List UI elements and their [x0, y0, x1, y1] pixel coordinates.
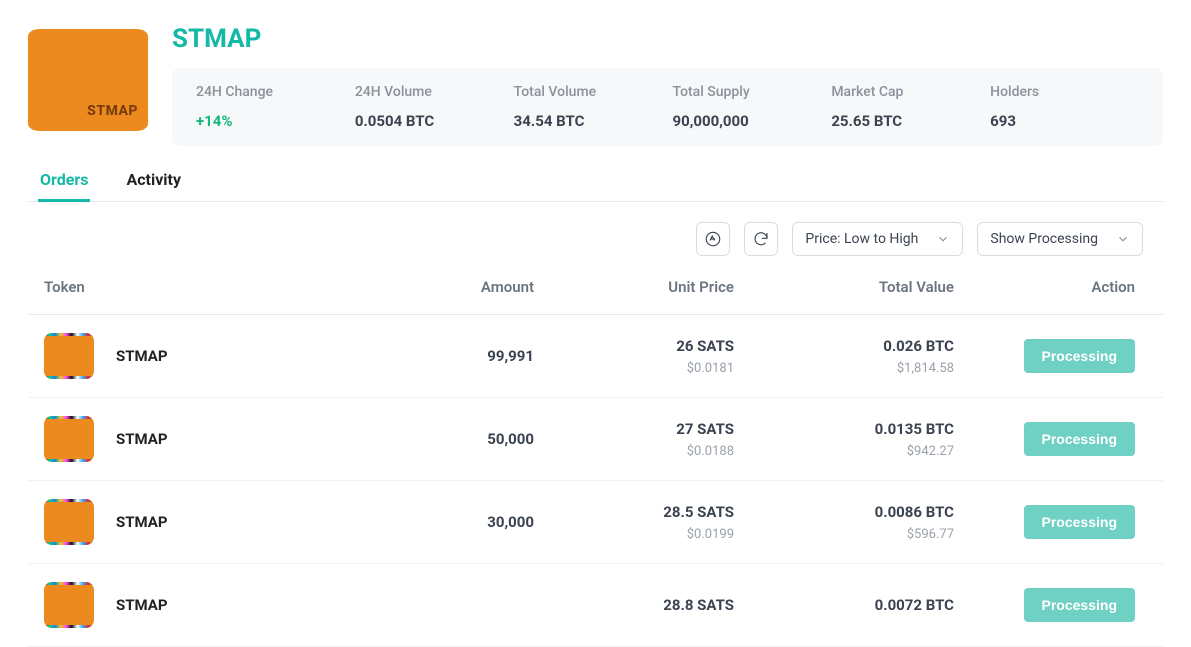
row-token-logo [44, 499, 94, 545]
row-token-logo [44, 333, 94, 379]
sort-select[interactable]: Price: Low to High [792, 222, 963, 256]
row-token-name: STMAP [116, 596, 168, 614]
row-total-usd: $1,814.58 [897, 361, 954, 376]
table-header: Token Amount Unit Price Total Value Acti… [28, 278, 1163, 315]
col-header-action: Action [954, 278, 1147, 296]
chevron-down-icon [936, 232, 950, 246]
stat-total-supply-label: Total Supply [672, 84, 821, 100]
filter-select[interactable]: Show Processing [977, 222, 1143, 256]
processing-button[interactable]: Processing [1024, 339, 1135, 373]
table-row[interactable]: STMAP 99,991 26 SATS $0.0181 0.026 BTC $1,814… [28, 315, 1163, 398]
tab-orders[interactable]: Orders [38, 164, 90, 202]
row-amount: 99,991 [344, 347, 534, 365]
row-token-logo [44, 582, 94, 628]
processing-button[interactable]: Processing [1024, 505, 1135, 539]
processing-button[interactable]: Processing [1024, 422, 1135, 456]
stat-24h-volume-value: 0.0504 BTC [355, 112, 504, 130]
stats-panel: 24H Change +14% 24H Volume 0.0504 BTC To… [172, 68, 1163, 146]
row-price-sats: 28.5 SATS [663, 503, 734, 521]
col-header-amount: Amount [344, 278, 534, 296]
chevron-down-icon [1116, 232, 1130, 246]
row-token-name: STMAP [116, 513, 168, 531]
row-total-btc: 0.0086 BTC [875, 503, 954, 521]
row-total-usd: $942.27 [907, 444, 954, 459]
col-header-unit-price: Unit Price [534, 278, 734, 296]
table-row[interactable]: STMAP 30,000 28.5 SATS $0.0199 0.0086 BTC $59… [28, 481, 1163, 564]
stat-total-volume-value: 34.54 BTC [514, 112, 663, 130]
table-row[interactable]: STMAP 28.8 SATS 0.0072 BTC Processing [28, 564, 1163, 647]
sort-select-label: Price: Low to High [805, 231, 918, 247]
refresh-icon [752, 230, 770, 248]
table-row[interactable]: STMAP 50,000 27 SATS $0.0188 0.0135 BTC $942.… [28, 398, 1163, 481]
stat-market-cap-label: Market Cap [831, 84, 980, 100]
row-total-usd: $596.77 [907, 527, 954, 542]
stat-24h-change-value: +14% [196, 112, 345, 130]
row-price-usd: $0.0188 [687, 444, 734, 459]
stat-total-supply-value: 90,000,000 [672, 112, 821, 130]
logo-brand-text: STMAP [87, 103, 138, 119]
row-price-sats: 28.8 SATS [663, 596, 734, 614]
filter-select-label: Show Processing [990, 231, 1098, 247]
stat-holders-value: 693 [990, 112, 1139, 130]
col-header-total-value: Total Value [734, 278, 954, 296]
row-total-btc: 0.0135 BTC [875, 420, 954, 438]
refresh-button[interactable] [744, 222, 778, 256]
orders-list: STMAP 99,991 26 SATS $0.0181 0.026 BTC $1,814… [28, 315, 1163, 647]
stat-24h-volume-label: 24H Volume [355, 84, 504, 100]
col-header-token: Token [44, 278, 344, 296]
row-total-btc: 0.026 BTC [883, 337, 954, 355]
row-amount: 30,000 [344, 513, 534, 531]
stat-market-cap-value: 25.65 BTC [831, 112, 980, 130]
row-token-name: STMAP [116, 430, 168, 448]
tabs: Orders Activity [28, 164, 1163, 202]
row-price-usd: $0.0181 [687, 361, 734, 376]
row-token-logo [44, 416, 94, 462]
row-price-usd: $0.0199 [687, 527, 734, 542]
row-price-sats: 27 SATS [676, 420, 734, 438]
tab-activity[interactable]: Activity [124, 164, 183, 202]
broom-icon [704, 230, 722, 248]
row-amount: 50,000 [344, 430, 534, 448]
stat-holders-label: Holders [990, 84, 1139, 100]
row-total-btc: 0.0072 BTC [875, 596, 954, 614]
stat-total-volume-label: Total Volume [514, 84, 663, 100]
token-logo: STMAP [28, 24, 148, 136]
row-token-name: STMAP [116, 347, 168, 365]
row-price-sats: 26 SATS [676, 337, 734, 355]
stat-24h-change-label: 24H Change [196, 84, 345, 100]
processing-button[interactable]: Processing [1024, 588, 1135, 622]
sweep-button[interactable] [696, 222, 730, 256]
token-title: STMAP [172, 24, 1163, 54]
